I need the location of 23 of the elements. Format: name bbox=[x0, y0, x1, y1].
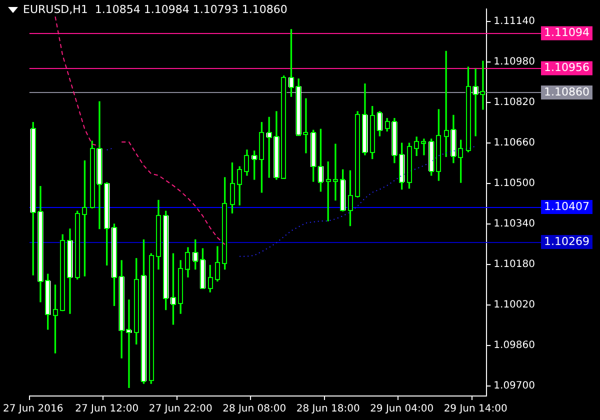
y-tick-label: 1.10660 bbox=[494, 138, 536, 149]
y-tick-label: 1.09860 bbox=[494, 340, 536, 352]
chart-title: EURUSD,H1 1.10854 1.10984 1.10793 1.10860 bbox=[23, 3, 288, 16]
ref-line-label: 1.10956 bbox=[544, 61, 590, 74]
x-tick-label: 29 Jun 14:00 bbox=[444, 404, 508, 415]
ref-line-label: 1.10269 bbox=[544, 234, 590, 248]
x-tick-label: 28 Jun 08:00 bbox=[222, 404, 286, 415]
ref-line-label: 1.10407 bbox=[544, 200, 590, 213]
x-tick-label: 27 Jun 12:00 bbox=[75, 404, 139, 415]
y-tick-label: 1.11140 bbox=[494, 16, 536, 28]
x-tick-label: 29 Jun 04:00 bbox=[370, 404, 434, 415]
x-tick-label: 27 Jun 22:00 bbox=[148, 404, 212, 415]
y-tick-label: 1.10500 bbox=[494, 178, 536, 190]
x-tick-label: 28 Jun 18:00 bbox=[296, 404, 360, 415]
y-tick-label: 1.10980 bbox=[494, 56, 536, 68]
y-tick-label: 1.10020 bbox=[494, 300, 536, 311]
x-tick-label: 27 Jun 2016 bbox=[3, 404, 64, 415]
ref-line-label: 1.11094 bbox=[544, 26, 590, 40]
y-tick-label: 1.09700 bbox=[494, 380, 536, 392]
ref-line-label: 1.10860 bbox=[544, 85, 590, 98]
y-tick-label: 1.10820 bbox=[494, 97, 536, 108]
y-tick-label: 1.10340 bbox=[494, 218, 536, 230]
y-tick-label: 1.10180 bbox=[494, 259, 536, 270]
